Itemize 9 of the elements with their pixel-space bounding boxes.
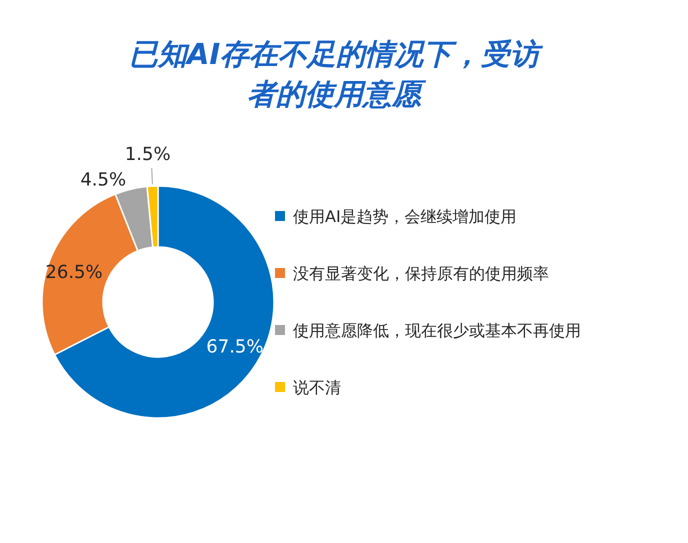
- data-label: 67.5%: [206, 336, 264, 358]
- legend-label: 使用意愿降低，现在很少或基本不再使用: [293, 321, 581, 340]
- data-label: 26.5%: [45, 262, 103, 283]
- data-label: 4.5%: [80, 169, 126, 190]
- legend-label: 使用AI是趋势，会继续增加使用: [293, 207, 517, 226]
- legend-label: 没有显著变化，保持原有的使用频率: [293, 264, 549, 283]
- legend-label: 说不清: [293, 378, 341, 397]
- data-label: 1.5%: [124, 144, 171, 166]
- chart-title: 已知AI存在不足的情况下，受访者的使用意愿: [128, 36, 544, 113]
